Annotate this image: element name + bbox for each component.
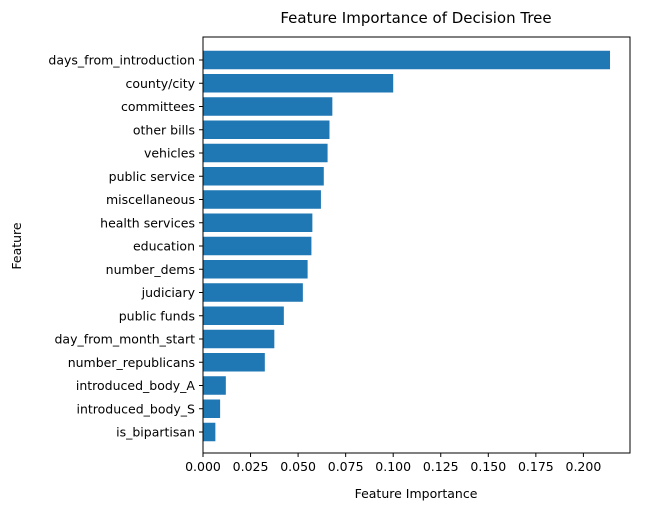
bar-13: [203, 353, 265, 372]
y-tick-label-16: is_bipartisan: [116, 425, 195, 440]
y-tick-label-8: education: [133, 239, 195, 254]
y-tick-label-2: committees: [121, 99, 195, 114]
bar-12: [203, 329, 275, 349]
bar-9: [203, 260, 308, 279]
x-tick-label-3: 0.075: [328, 459, 364, 474]
y-tick-label-12: day_from_month_start: [54, 332, 195, 347]
bar-10: [203, 283, 303, 302]
y-tick-label-6: miscellaneous: [106, 192, 195, 207]
y-tick-label-15: introduced_body_S: [76, 401, 195, 416]
x-tick-label-7: 0.175: [518, 459, 554, 474]
bar-2: [203, 97, 333, 116]
bar-0: [203, 50, 611, 70]
y-tick-label-4: vehicles: [144, 146, 195, 161]
y-tick-label-0: days_from_introduction: [48, 53, 195, 68]
x-tick-label-1: 0.025: [233, 459, 269, 474]
x-tick-label-4: 0.100: [375, 459, 411, 474]
y-tick-label-1: county/city: [125, 76, 195, 91]
x-tick-label-6: 0.150: [470, 459, 506, 474]
bar-3: [203, 120, 330, 139]
x-tick-label-2: 0.050: [280, 459, 316, 474]
bar-8: [203, 236, 312, 256]
bar-7: [203, 213, 313, 232]
y-tick-label-3: other bills: [133, 122, 195, 137]
bar-14: [203, 376, 226, 395]
y-tick-label-11: public funds: [119, 308, 195, 323]
bar-6: [203, 190, 321, 209]
y-tick-label-13: number_republicans: [68, 355, 195, 370]
x-tick-label-0: 0.000: [185, 459, 221, 474]
bar-15: [203, 399, 221, 418]
y-axis-ticks: days_from_introduction county/city committ…: [48, 53, 203, 440]
bar-4: [203, 143, 328, 163]
bars-group: [203, 50, 611, 442]
bar-5: [203, 167, 324, 186]
bar-1: [203, 74, 394, 93]
bar-16: [203, 422, 216, 442]
y-tick-label-14: introduced_body_A: [76, 378, 196, 393]
y-tick-label-9: number_dems: [106, 262, 195, 277]
y-axis-label: Feature: [9, 222, 24, 270]
chart-title: Feature Importance of Decision Tree: [280, 9, 551, 27]
x-tick-label-5: 0.125: [423, 459, 459, 474]
x-axis-label: Feature Importance: [355, 486, 478, 501]
plot-frame: [202, 36, 631, 454]
bar-11: [203, 306, 284, 325]
x-axis-ticks: 0.000 0.025 0.050 0.075 0.100 0.125 0.150 0.175…: [185, 453, 601, 474]
y-tick-label-7: health services: [100, 215, 195, 230]
y-tick-label-5: public service: [109, 169, 196, 184]
x-tick-label-8: 0.200: [566, 459, 602, 474]
y-tick-label-10: judiciary: [141, 285, 196, 300]
